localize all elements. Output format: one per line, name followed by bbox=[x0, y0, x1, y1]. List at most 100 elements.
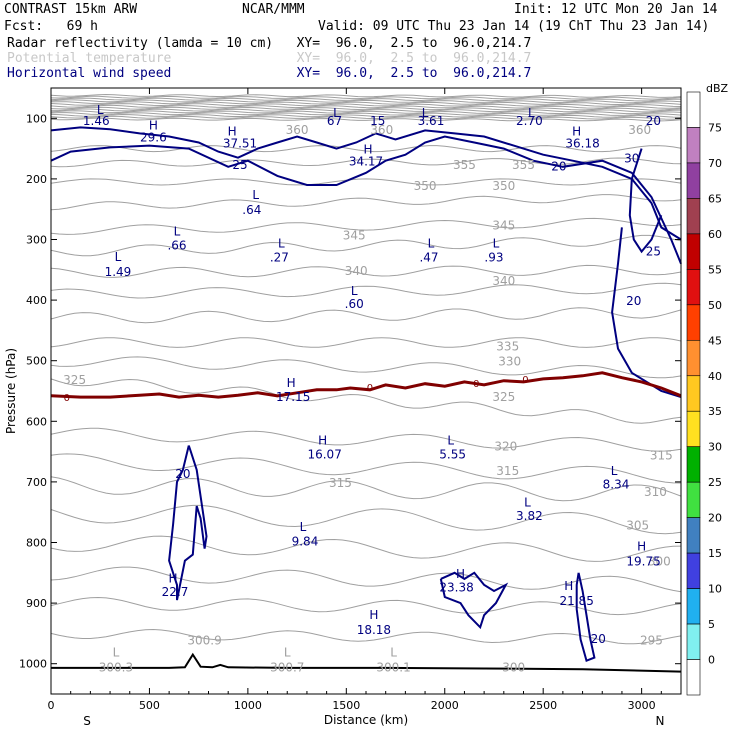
theta-contour-upper bbox=[50, 117, 682, 122]
colorbar-swatch bbox=[686, 127, 701, 164]
theta-contour bbox=[50, 217, 682, 235]
theta-label: 320 bbox=[494, 440, 517, 454]
wind-label: L bbox=[174, 224, 181, 238]
theta-contour bbox=[50, 628, 682, 645]
freezing-label: 0 bbox=[64, 393, 70, 404]
colorbar-level-label: 30 bbox=[708, 441, 722, 454]
theta-contour-upper bbox=[50, 93, 682, 98]
x-axis-label: Distance (km) bbox=[324, 713, 408, 727]
wind-contour bbox=[50, 135, 682, 265]
plot-axes: 0 500 1000 1500 2000 2500 30001002003004005006… bbox=[4, 87, 682, 728]
theta-contour-upper bbox=[50, 104, 682, 109]
freezing-label: 0 bbox=[473, 379, 479, 390]
wind-label: 16.07 bbox=[307, 447, 341, 461]
theta-label: 300.1 bbox=[376, 661, 410, 675]
colorbar-level-label: 75 bbox=[708, 121, 722, 134]
wind-label: L bbox=[428, 237, 435, 251]
colorbar-swatch bbox=[686, 375, 701, 412]
wind-label: L bbox=[528, 106, 535, 120]
theta-label: 350 bbox=[414, 179, 437, 193]
theta-contour bbox=[50, 282, 682, 299]
theta-label: 315 bbox=[650, 449, 673, 463]
colorbar-unit: dBZ bbox=[706, 82, 729, 95]
wind-label: H bbox=[637, 540, 646, 554]
theta-label: 310 bbox=[644, 485, 667, 499]
ground-line bbox=[51, 652, 682, 673]
theta-contour bbox=[50, 178, 682, 186]
theta-label: 330 bbox=[498, 355, 521, 369]
model-title: CONTRAST 15km ARW bbox=[4, 2, 138, 17]
wind-label: 22.7 bbox=[162, 585, 189, 599]
wind-label: L bbox=[611, 464, 618, 478]
colorbar-swatch bbox=[686, 233, 701, 270]
x-tick-label: 0 bbox=[48, 699, 55, 712]
wind-label: 25 bbox=[646, 244, 661, 258]
wind-label: .47 bbox=[419, 250, 438, 264]
theta-label: 315 bbox=[329, 476, 352, 490]
wind-label: L bbox=[524, 495, 531, 509]
wind-label: H bbox=[149, 118, 158, 132]
theta-label: 345 bbox=[492, 218, 515, 232]
wind-label: 3.82 bbox=[516, 509, 543, 523]
theta-label: L bbox=[284, 646, 291, 660]
freezing-label: 0 bbox=[522, 375, 528, 386]
theta-contour bbox=[50, 378, 682, 424]
wind-label: H bbox=[318, 433, 327, 447]
wind-label: 20 bbox=[175, 467, 190, 481]
wind-label: 20 bbox=[551, 160, 566, 174]
colorbar-swatch bbox=[686, 269, 701, 306]
y-tick-label: 300 bbox=[26, 234, 47, 247]
wind-speed-contours bbox=[50, 126, 682, 663]
wind-label: .93 bbox=[484, 250, 503, 264]
wind-contour bbox=[575, 572, 596, 663]
colorbar-level-label: 70 bbox=[708, 157, 722, 170]
theta-contour bbox=[50, 157, 682, 168]
wind-label: .27 bbox=[270, 250, 289, 264]
wind-label: H bbox=[564, 579, 573, 593]
wind-label: 3.61 bbox=[418, 114, 445, 128]
colorbar-swatch bbox=[686, 446, 701, 483]
theta-label: L bbox=[113, 646, 120, 660]
colorbar-level-label: 25 bbox=[708, 476, 722, 489]
colorbar-swatch bbox=[686, 552, 701, 589]
theta-contour-upper bbox=[50, 101, 682, 106]
theta-contour bbox=[50, 194, 682, 211]
theta-contour-upper bbox=[50, 108, 682, 113]
wind-label: 21.85 bbox=[559, 594, 593, 608]
colorbar-swatch bbox=[686, 623, 701, 660]
colorbar-level-label: 60 bbox=[708, 228, 722, 241]
wind-label: 17.15 bbox=[276, 390, 310, 404]
wind-label: 37.51 bbox=[223, 137, 257, 151]
wind-contour bbox=[628, 148, 663, 254]
theta-label: 340 bbox=[492, 274, 515, 288]
y-tick-label: 800 bbox=[26, 537, 47, 550]
wind-label: 20 bbox=[626, 294, 641, 308]
wind-label: 36.18 bbox=[565, 137, 599, 151]
wind-label: 34.17 bbox=[349, 155, 383, 169]
x-tick-label: 1000 bbox=[234, 699, 262, 712]
forecast-hour: Fcst: 69 h bbox=[4, 19, 98, 34]
y-tick-label: 200 bbox=[26, 173, 47, 186]
wind-label: 19.75 bbox=[626, 555, 660, 569]
wind-label: .66 bbox=[167, 238, 186, 252]
colorbar-swatch bbox=[686, 198, 701, 235]
wind-label: L bbox=[333, 106, 340, 120]
wind-label: 8.34 bbox=[603, 478, 630, 492]
wind-contour bbox=[439, 571, 509, 630]
theta-contour-upper bbox=[50, 106, 682, 111]
field-line-reflectivity: Radar reflectivity (lamda = 10 cm) XY= 9… bbox=[7, 36, 532, 51]
theta-label: 355 bbox=[453, 158, 476, 172]
wind-label: 15 bbox=[370, 114, 385, 128]
theta-label: 335 bbox=[496, 340, 519, 354]
colorbar-level-label: 45 bbox=[708, 334, 722, 347]
colorbar-swatch bbox=[686, 162, 701, 199]
wind-label: 29.6 bbox=[140, 130, 167, 144]
y-tick-label: 900 bbox=[26, 597, 47, 610]
colorbar-swatch bbox=[686, 339, 701, 377]
theta-label: 315 bbox=[496, 464, 519, 478]
wind-label: H bbox=[363, 143, 372, 157]
x-tick-label: 2000 bbox=[431, 699, 459, 712]
